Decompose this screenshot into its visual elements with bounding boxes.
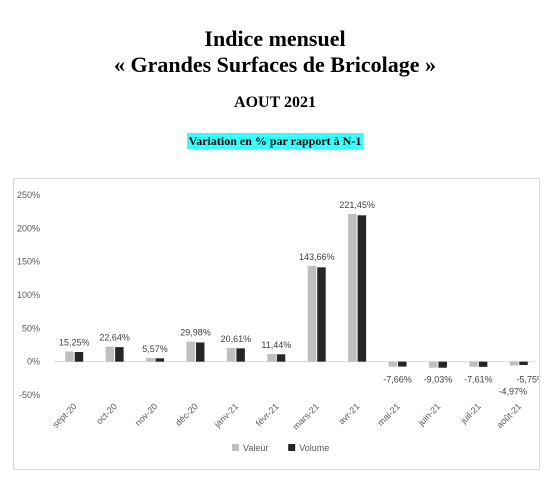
legend-swatch-valeur [232, 444, 239, 451]
y-tick-label: 250% [17, 190, 40, 200]
y-tick-label: 0% [27, 357, 40, 367]
bar-chart: 250% 200% 150% 100% 50% 0% -50% 15,25% 22,64% 5,5… [17, 190, 545, 453]
chart-area: 250% 200% 150% 100% 50% 0% -50% 15,25% 22,64% 5,5… [13, 178, 545, 470]
bar-volume [276, 354, 286, 362]
period-label: AOUT 2021 [234, 94, 316, 111]
bar-valeur [307, 265, 317, 362]
x-tick-label: juin-21 [415, 401, 442, 428]
data-label: 15,25% [59, 338, 90, 348]
chart-title-line2: « Grandes Surfaces de Bricolage » [113, 52, 437, 77]
y-tick-label: -50% [19, 390, 40, 400]
bar-valeur [105, 346, 115, 362]
bar-valeur [348, 214, 357, 362]
data-label: -7,61% [464, 375, 493, 385]
legend-swatch-volume [288, 444, 296, 451]
data-label: 29,98% [180, 328, 211, 338]
data-label-volume: -4,97% [499, 387, 528, 397]
bar-valeur [226, 347, 236, 362]
data-label: 20,61% [221, 334, 252, 344]
bar-valeur [65, 351, 74, 362]
y-tick-label: 150% [17, 257, 40, 267]
bar-valeur [388, 361, 398, 367]
x-tick-label: oct-20 [94, 401, 119, 426]
bar-valeur [267, 354, 276, 362]
x-tick-label: déc-20 [173, 401, 200, 428]
bar-valeur [428, 361, 438, 368]
bar-volume [317, 267, 326, 362]
bar-volume [236, 348, 245, 362]
bar-volume [478, 361, 488, 367]
bar-volume [357, 215, 367, 362]
bar-valeur [469, 361, 478, 367]
data-label: 221,45% [339, 200, 375, 210]
bar-valeur [146, 357, 155, 362]
subtitle-banner: Variation en % par rapport à N-1 [0, 132, 550, 150]
x-tick-label: nov-20 [133, 401, 160, 428]
legend-label-valeur: Valeur [243, 443, 268, 453]
data-label: 22,64% [99, 333, 130, 343]
y-tick-label: 100% [17, 290, 40, 300]
bar-volume [155, 358, 165, 362]
bar-volume [74, 352, 84, 362]
bar-valeur [186, 341, 195, 362]
bar-valeur [509, 361, 519, 366]
bar-volume [115, 347, 124, 362]
x-tick-label: mai-21 [375, 401, 402, 428]
bar-volume [195, 342, 205, 362]
x-tick-label: avr-21 [336, 401, 361, 426]
data-label: 11,44% [261, 340, 291, 350]
x-tick-label: sept-20 [50, 401, 78, 429]
subtitle-text: Variation en % par rapport à N-1 [186, 133, 364, 149]
x-tick-label: mars-21 [291, 401, 321, 431]
data-label: 143,66% [299, 252, 335, 262]
x-tick-label: juil-21 [458, 401, 483, 426]
x-tick-label: janv-21 [212, 401, 241, 430]
data-label: -5,75% [517, 375, 539, 385]
bar-volume [519, 361, 528, 365]
data-label: -9,03% [424, 375, 453, 385]
bar-volume [398, 361, 407, 367]
x-tick-label: févr-21 [254, 401, 281, 428]
legend-label-volume: Volume [299, 443, 329, 453]
data-label: -7,66% [383, 375, 412, 385]
y-tick-label: 50% [22, 323, 40, 333]
bar-volume [438, 361, 447, 368]
chart-title-line1: Indice mensuel [204, 26, 346, 51]
x-tick-label: août-21 [495, 401, 524, 430]
y-tick-label: 200% [17, 223, 40, 233]
data-label: 5,57% [142, 344, 168, 354]
